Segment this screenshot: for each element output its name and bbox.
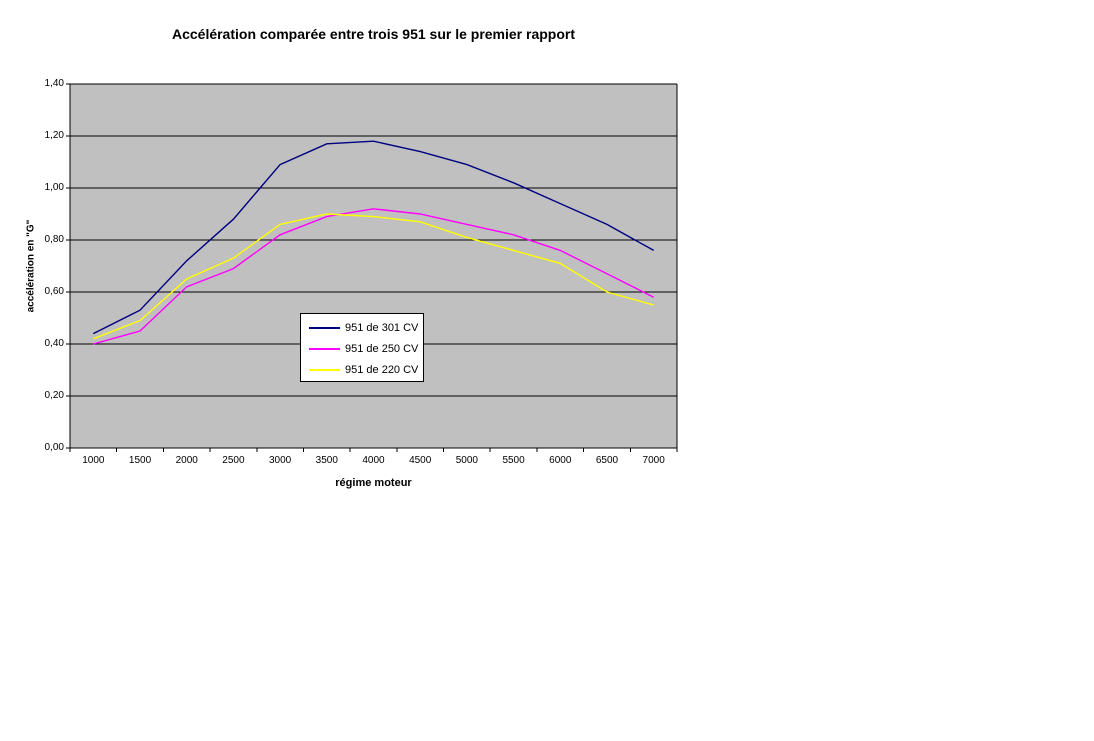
series-line-951-de-220-cv <box>93 213 654 340</box>
x-tick-label: 5500 <box>502 455 525 466</box>
series-line-951-de-301-cv <box>92 140 655 335</box>
y-tick-label: 0,60 <box>44 286 64 297</box>
legend-label: 951 de 301 CV <box>345 321 419 334</box>
legend-line-swatch <box>309 326 340 329</box>
legend-label: 951 de 220 CV <box>345 363 419 376</box>
y-tick-label: 0,20 <box>44 390 64 401</box>
series-line-951-de-250-cv <box>93 208 655 345</box>
chart-title: Accélération comparée entre trois 951 su… <box>171 26 576 42</box>
legend-item: 951 de 250 CV <box>301 338 423 359</box>
legend-item: 951 de 301 CV <box>301 317 423 338</box>
y-tick-label: 0,00 <box>44 442 64 453</box>
legend-label: 951 de 250 CV <box>345 342 419 355</box>
legend-line-swatch <box>309 368 340 371</box>
y-tick-label: 1,00 <box>44 182 64 193</box>
x-tick-label: 4500 <box>409 455 432 466</box>
y-tick-label: 1,40 <box>44 78 64 89</box>
x-tick-label: 2500 <box>222 455 245 466</box>
plot-background <box>70 84 677 448</box>
y-tick-label: 0,80 <box>44 234 64 245</box>
x-tick-label: 4000 <box>362 455 385 466</box>
legend: 951 de 301 CV 951 de 250 CV 951 de 220 CV <box>300 313 424 382</box>
y-tick-label: 0,40 <box>44 338 64 349</box>
y-tick-label: 1,20 <box>44 130 64 141</box>
x-tick-label: 1000 <box>82 455 105 466</box>
x-tick-label: 3000 <box>268 455 292 466</box>
legend-item: 951 de 220 CV <box>301 359 423 380</box>
x-tick-label: 6000 <box>549 455 572 466</box>
x-tick-label: 6500 <box>595 455 619 466</box>
y-axis-title: accélération en "G" <box>25 219 37 313</box>
x-tick-label: 7000 <box>642 455 665 466</box>
x-tick-label: 3500 <box>315 455 338 466</box>
x-tick-label: 2000 <box>175 455 198 466</box>
legend-line-swatch <box>309 347 340 350</box>
x-axis-title: régime moteur <box>335 477 412 489</box>
x-tick-label: 5000 <box>455 455 478 466</box>
x-tick-label: 1500 <box>128 455 152 466</box>
